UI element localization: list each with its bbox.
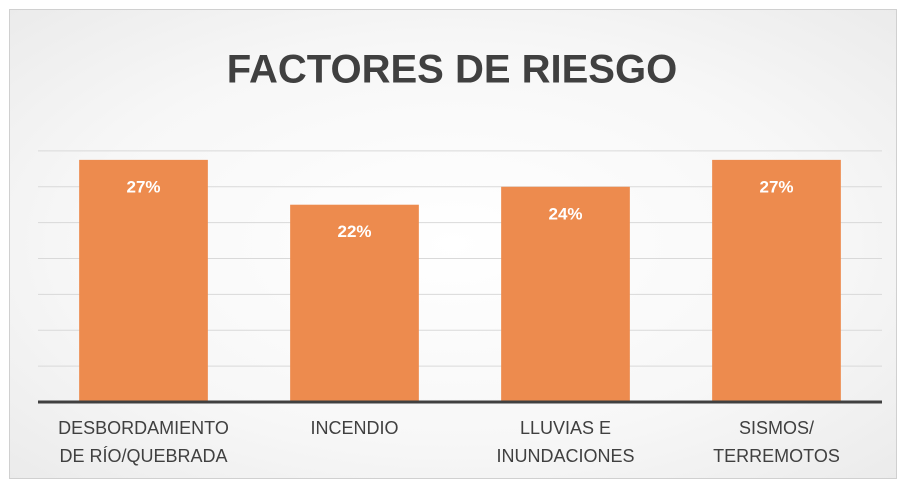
data-label: 22% bbox=[337, 222, 371, 241]
x-tick-label: INCENDIO bbox=[310, 418, 399, 438]
bar bbox=[290, 204, 419, 402]
chart-title: FACTORES DE RIESGO bbox=[227, 48, 677, 92]
x-tick-label: SISMOS/ TERREMOTOS bbox=[713, 418, 840, 466]
data-label: 27% bbox=[126, 177, 160, 196]
bar bbox=[712, 159, 841, 402]
data-label: 27% bbox=[759, 177, 793, 196]
x-tick-label: LLUVIAS E INUNDACIONES bbox=[496, 418, 635, 466]
bar bbox=[501, 186, 630, 402]
bar bbox=[79, 159, 208, 402]
data-label: 24% bbox=[548, 204, 582, 223]
x-tick-label: DESBORDAMIENTO DE RÍO/QUEBRADA bbox=[58, 418, 229, 466]
